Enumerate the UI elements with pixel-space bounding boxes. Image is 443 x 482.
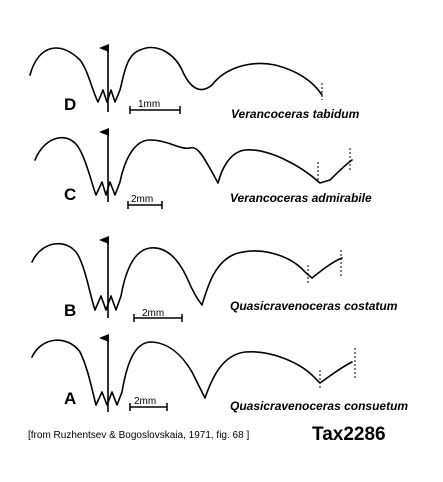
species-name-a: Quasicravenoceras consuetum bbox=[230, 399, 408, 413]
species-name-c: Verancoceras admirabile bbox=[230, 191, 372, 205]
panel-letter-d: D bbox=[64, 95, 76, 114]
panel-d: D 1mm Verancoceras tabidum bbox=[29, 44, 360, 121]
panel-c: C 2mm Verancoceras admirabile bbox=[34, 128, 372, 209]
suture-line-d bbox=[29, 46, 323, 103]
suture-line-a bbox=[31, 339, 353, 406]
panel-a: A 2mm Quasicravenoceras consuetum bbox=[31, 334, 408, 413]
scale-label-a: 2mm bbox=[134, 396, 156, 407]
panel-letter-b: B bbox=[64, 301, 76, 320]
source-citation: [from Ruzhentsev & Bogoslovskaia, 1971, … bbox=[28, 430, 249, 441]
scale-label-c: 2mm bbox=[131, 194, 153, 205]
scale-label-d: 1mm bbox=[138, 99, 160, 110]
tax-id: Tax2286 bbox=[312, 424, 386, 445]
suture-line-c bbox=[34, 136, 353, 196]
species-name-b: Quasicravenoceras costatum bbox=[230, 299, 398, 313]
panel-letter-a: A bbox=[64, 389, 76, 408]
panel-letter-c: C bbox=[64, 185, 76, 204]
panel-b: B 2mm Quasicravenoceras costatum bbox=[31, 236, 398, 322]
scale-label-b: 2mm bbox=[142, 308, 164, 319]
suture-line-b bbox=[31, 242, 343, 311]
species-name-d: Verancoceras tabidum bbox=[231, 107, 360, 121]
